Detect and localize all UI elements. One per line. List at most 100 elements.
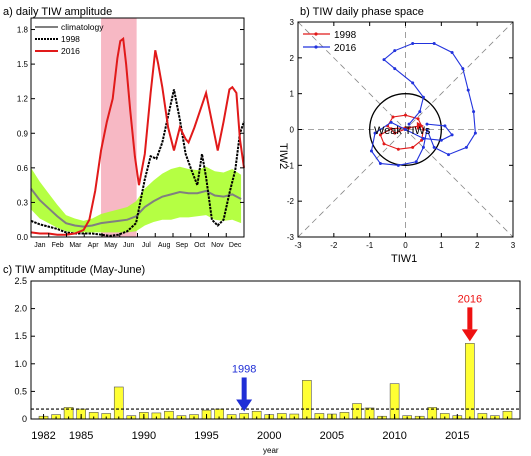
y-tick-label: -1 [287, 161, 295, 170]
legend-b-2016-label: 2016 [334, 43, 357, 54]
panel-b-xlabel: TIW1 [391, 253, 417, 265]
trajectory-2016-point [393, 49, 397, 53]
panel-b-legend: 1998 2016 [303, 30, 357, 54]
x-tick-label: 0 [403, 241, 408, 250]
trajectory-1998-point [389, 127, 393, 131]
panel-b-trajectories [369, 42, 477, 167]
trajectory-2016-point [450, 133, 454, 137]
arrow-1998-head [236, 399, 253, 412]
x-tick-label: -1 [366, 241, 374, 250]
trajectory-2016-point [393, 67, 397, 71]
trajectory-1998-point [407, 126, 411, 130]
trajectory-1998-point [391, 115, 395, 119]
panel-b-title: b) TIW daily phase space [300, 6, 424, 18]
trajectory-2016-point [378, 162, 382, 166]
x-tick-label: 2015 [445, 430, 469, 442]
trajectory-1998-point [382, 142, 386, 146]
x-tick-label: 2000 [257, 430, 281, 442]
y-tick-label: 0.6 [17, 164, 29, 173]
panel-c-annotations: 1998 2016 [232, 293, 482, 412]
trajectory-2016-point [421, 145, 425, 149]
trajectory-2016-point [464, 145, 468, 149]
x-tick-label: Dec [229, 242, 242, 249]
series-2016-line [30, 36, 245, 236]
trajectory-2016-point [414, 160, 418, 164]
bar-2010 [389, 383, 400, 420]
trajectory-2016-point [425, 122, 429, 126]
y-tick-label: 1.8 [17, 26, 29, 35]
trajectory-2016-point [443, 124, 447, 128]
trajectory-1998-arrowhead [416, 121, 424, 130]
trajectory-2016-point [389, 120, 393, 124]
panel-c: c) TIW amptitude (May-June) 0 0.5 1.0 1.5 2.… [3, 264, 521, 455]
unit-circle [369, 93, 442, 166]
panel-b-axes: -3 -2 -1 0 1 2 3 -3 -2 -1 0 1 2 3 [287, 18, 516, 250]
climatology-spread-area [31, 166, 242, 233]
y-tick-label: 2.0 [14, 304, 27, 314]
x-tick-label: -2 [330, 241, 338, 250]
trajectory-2016-point [466, 88, 470, 92]
panel-b-annotation-weak-tiws: Weak TIWs [374, 125, 431, 137]
x-tick-label: Nov [211, 242, 224, 249]
y-tick-label: 1.0 [14, 359, 27, 369]
x-tick-label: 1 [439, 241, 444, 250]
panel-a-y-axis: 0.0 0.3 0.6 0.9 1.2 1.5 1.8 [17, 26, 244, 242]
trajectory-2016-point [373, 131, 377, 135]
y-tick-label: 1.5 [14, 331, 27, 341]
annotation-1998-label: 1998 [232, 363, 256, 375]
x-tick-label: Jan [34, 242, 45, 249]
panel-a-x-axis: Jan Feb Mar Apr May Jun Jul Aug Sep Oct Nov Dec [30, 233, 242, 249]
x-tick-label: 1982 [31, 430, 55, 442]
x-tick-label: 1995 [194, 430, 218, 442]
annotation-2016-label: 2016 [458, 293, 482, 305]
y-tick-label: 0 [290, 126, 295, 135]
trajectory-2016-point [450, 50, 454, 54]
y-tick-label: 0.5 [14, 386, 27, 396]
trajectory-1998-point [393, 131, 397, 135]
x-tick-label: Sep [176, 242, 189, 249]
y-tick-label: 1.5 [17, 60, 29, 69]
trajectory-2016-point [411, 81, 415, 85]
legend-b-1998-marker [314, 32, 318, 36]
trajectory-2016-point [432, 145, 436, 149]
x-tick-label: 1990 [132, 430, 156, 442]
trajectory-1998-point [396, 147, 400, 151]
arrow-2016-shaft [467, 307, 473, 330]
x-tick-label: Feb [52, 242, 64, 249]
x-tick-label: 1985 [69, 430, 93, 442]
trajectory-1998-point [378, 133, 382, 137]
panel-a-title: a) daily TIW amplitude [3, 6, 112, 18]
x-tick-label: Aug [158, 242, 171, 249]
panel-c-bars [38, 343, 513, 420]
trajectory-2016-point [404, 128, 407, 131]
x-tick-label: Apr [88, 242, 100, 249]
trajectory-2016-point [421, 95, 425, 99]
panel-b: b) TIW daily phase space -3 -2 -1 0 1 2 3-3-2-… [277, 6, 516, 265]
trajectory-2016-point [473, 131, 477, 135]
trajectory-2016-point [461, 67, 465, 71]
arrow-2016-head [461, 329, 478, 342]
x-tick-label: May [104, 242, 118, 249]
bar-2016 [465, 343, 475, 420]
trajectory-2016-point [382, 58, 386, 62]
y-tick-label: -3 [287, 233, 295, 242]
panel-c-frame [30, 280, 521, 420]
trajectory-2016-point [447, 153, 450, 157]
panel-c-axes: 0 0.5 1.0 1.5 2.0 2.5 1982 1985 1990 1995 2000 2005… [14, 276, 521, 442]
trajectory-1998-point [421, 128, 425, 131]
bar-1988 [113, 386, 124, 420]
y-tick-label: 3 [290, 18, 295, 27]
y-tick-label: 1 [290, 90, 295, 99]
panel-a-series [30, 36, 245, 237]
panel-a: a) daily TIW amplitude 0.0 0.3 0.6 0.9 1.2 1.… [3, 6, 245, 249]
x-tick-label: 3 [511, 241, 516, 250]
trajectory-2016-point [418, 110, 422, 114]
panel-b-ylabel: TIW2 [277, 143, 289, 169]
legend-climatology-label: climatology [61, 22, 104, 32]
trajectory-2016-point [432, 42, 436, 45]
y-tick-label: 0.0 [17, 233, 29, 242]
legend-b-2016-marker [314, 45, 318, 49]
y-tick-label: 0.3 [17, 198, 29, 207]
trajectory-2016-point [472, 110, 476, 114]
legend-b-1998-label: 1998 [334, 30, 357, 41]
